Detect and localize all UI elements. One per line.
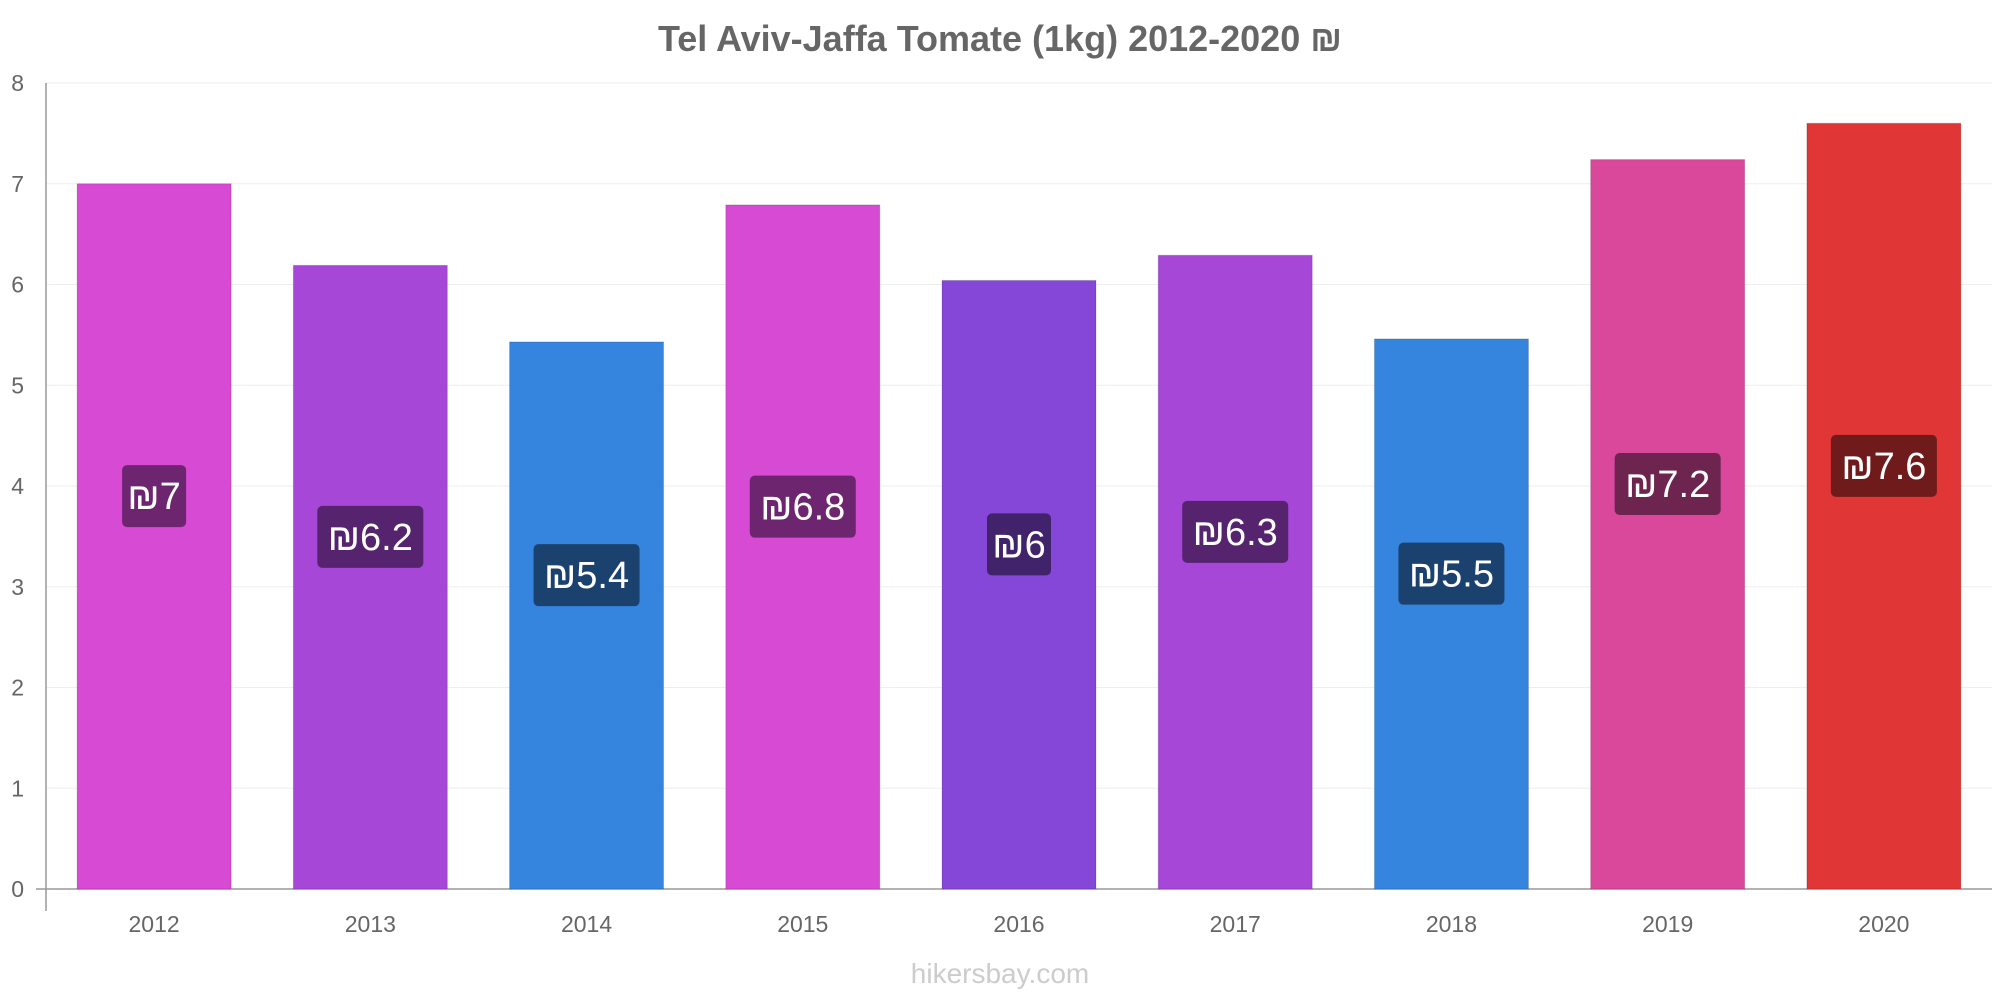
bar-2018 [1373, 338, 1529, 890]
data-label-box [1614, 452, 1721, 515]
data-label-box [317, 505, 424, 568]
data-label-box [122, 465, 187, 528]
data-label: ₪7.2 [1625, 464, 1710, 506]
y-tick-label: 1 [11, 775, 24, 801]
bar-2019 [1590, 159, 1746, 890]
data-label: ₪6.2 [328, 517, 413, 559]
y-tick-label: 7 [11, 171, 24, 197]
chart-title: Tel Aviv-Jaffa Tomate (1kg) 2012-2020 ₪ [657, 18, 1343, 59]
y-tick-label: 4 [11, 473, 24, 499]
watermark: hikersbay.com [910, 958, 1090, 989]
bar-2020 [1806, 122, 1962, 890]
data-label: ₪6.3 [1193, 512, 1278, 554]
x-tick-label: 2015 [777, 911, 828, 937]
bar-2012 [76, 183, 232, 890]
x-tick-label: 2020 [1858, 911, 1909, 937]
x-tick-label: 2012 [129, 911, 180, 937]
y-tick-label: 6 [11, 272, 24, 298]
y-tick-label: 0 [11, 876, 24, 902]
data-label: ₪7.6 [1841, 446, 1926, 488]
data-label: ₪7 [127, 476, 180, 518]
bar-2016 [941, 279, 1097, 890]
x-tick-label: 2014 [561, 911, 612, 937]
data-label: ₪5.4 [544, 555, 629, 597]
x-tick-label: 2019 [1642, 911, 1693, 937]
x-tick-label: 2013 [345, 911, 396, 937]
y-tick-label: 5 [11, 372, 24, 398]
bar-2015 [725, 204, 881, 890]
data-label-box [533, 544, 640, 607]
data-label-box [987, 513, 1051, 576]
bar-2013 [292, 264, 448, 890]
data-label-box [1398, 542, 1505, 605]
data-label-box [1182, 500, 1289, 563]
data-label: ₪5.5 [1409, 554, 1494, 596]
x-tick-label: 2017 [1210, 911, 1261, 937]
y-tick-label: 2 [11, 675, 24, 701]
y-tick-label: 3 [11, 574, 24, 600]
data-label-box [749, 475, 856, 538]
x-tick-label: 2018 [1426, 911, 1477, 937]
data-label: ₪6.8 [760, 487, 845, 529]
y-tick-label: 8 [11, 70, 24, 96]
bar-2014 [509, 341, 665, 890]
data-label-box [1830, 434, 1937, 497]
bar-2017 [1157, 254, 1313, 890]
x-tick-label: 2016 [993, 911, 1044, 937]
data-label: ₪6 [992, 524, 1045, 566]
